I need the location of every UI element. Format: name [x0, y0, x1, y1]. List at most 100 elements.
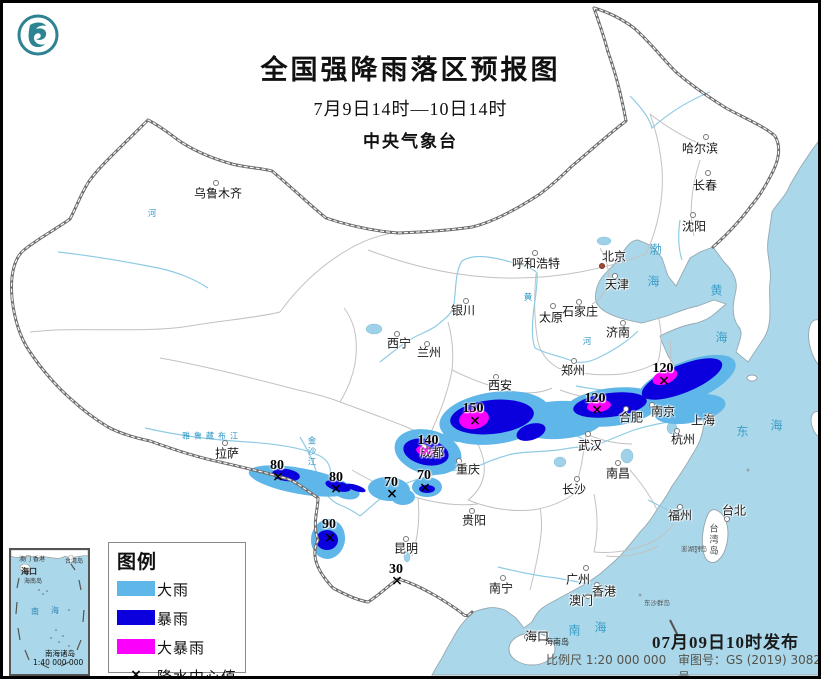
inset-label: 海南岛	[24, 578, 43, 585]
inset-map	[11, 550, 88, 669]
south-china-sea-inset: 澳门 香港 台湾岛 海口 海南岛 南 海 南海诸岛 1:40 000 000	[9, 548, 90, 676]
city-marker-dot	[705, 170, 711, 176]
legend-swatch	[117, 639, 155, 654]
legend-swatch	[117, 581, 155, 596]
city-marker-dot	[421, 444, 427, 450]
agency-name: 中央气象台	[363, 132, 458, 152]
legend-label: 大暴雨	[157, 639, 206, 657]
rain-area-heavy-rainstorm	[416, 368, 678, 457]
rain-center-x-icon: ×	[324, 530, 336, 546]
city-name: 石家庄	[561, 304, 599, 319]
legend-swatch	[117, 610, 155, 625]
legend-item: × 降水中心值	[109, 663, 245, 679]
city-marker-dot	[463, 298, 469, 304]
city-name: 呼和浩特	[511, 256, 561, 271]
rain-center-x-icon: ×	[272, 469, 284, 485]
inset-label: 海口	[21, 567, 37, 576]
city-name: 海口	[524, 629, 550, 644]
city-name: 昆明	[393, 541, 419, 556]
city-name: 济南	[605, 325, 631, 340]
city-name: 乌鲁木齐	[193, 186, 243, 201]
dragon-swirl	[28, 22, 47, 47]
cma-logo-icon	[17, 14, 59, 56]
city-marker-dot	[456, 458, 462, 464]
city-name: 南京	[650, 404, 676, 419]
lakes	[365, 236, 678, 563]
legend-swatch: ×	[130, 667, 142, 679]
rain-center-value: 70	[417, 468, 431, 483]
city-marker-dot	[612, 273, 618, 279]
islands	[508, 319, 821, 666]
province-boundaries	[29, 113, 711, 591]
map-scale: 比例尺 1:20 000 000	[546, 653, 667, 667]
rain-center-x-icon: ×	[420, 443, 432, 459]
city-name: 澳门	[568, 593, 594, 608]
city-marker-dot	[213, 180, 219, 186]
city-name: 西宁	[386, 336, 412, 351]
city-name: 西安	[487, 378, 513, 393]
rain-center-value: 80	[270, 458, 284, 473]
city-marker-dot	[690, 212, 696, 218]
city-marker-dot	[674, 428, 680, 434]
city-marker-dot	[585, 593, 591, 599]
legend-items: 大雨 暴雨 大暴雨 × 降水中心值	[109, 576, 245, 679]
city-marker-dot	[424, 341, 430, 347]
city-name: 哈尔滨	[681, 141, 719, 156]
city-marker-dot	[222, 440, 228, 446]
city-marker-dot	[500, 575, 506, 581]
city-name: 郑州	[560, 363, 586, 378]
city-marker-dot	[649, 402, 655, 408]
inset-islands	[38, 589, 70, 647]
rain-center-x-icon: ×	[391, 573, 403, 589]
city-marker-dot	[574, 476, 580, 482]
taiwan-island	[701, 509, 729, 563]
header: 全国强降雨落区预报图 7月9日14时—10日14时 中央气象台	[0, 48, 821, 152]
inset-label: 1:40 000 000	[33, 658, 84, 667]
inset-label: 南	[31, 607, 42, 616]
legend-item: 暴雨	[109, 605, 245, 634]
city-name: 贵阳	[461, 513, 487, 528]
rain-center-value: 70	[384, 475, 398, 490]
rain-center-value: 150	[462, 401, 484, 416]
city-marker-dot	[623, 406, 629, 412]
inset-boundary-dashes	[15, 563, 85, 669]
rain-center-x-icon: ×	[419, 480, 431, 496]
city-marker-dot	[703, 134, 709, 140]
rain-center-x-icon: ×	[386, 486, 398, 502]
legend-box: 图例 大雨 暴雨 大暴雨 × 降	[108, 542, 246, 679]
city-name: 合肥	[618, 410, 644, 425]
city-name: 长春	[692, 178, 718, 193]
legend-label: 大雨	[157, 581, 190, 599]
rain-center-value: 120	[584, 391, 606, 406]
national-border	[10, 6, 781, 618]
city-name: 成都	[419, 445, 445, 460]
city-name: 天津	[604, 277, 630, 292]
city-name: 南昌	[605, 466, 631, 481]
city-marker-dot	[615, 460, 621, 466]
publish-time: 07月09日10时发布	[652, 633, 799, 652]
city-name: 重庆	[455, 462, 481, 477]
page-title: 全国强降雨落区预报图	[260, 55, 561, 86]
city-marker-dot	[576, 299, 582, 305]
city-name: 北京	[601, 249, 627, 264]
valid-period: 7月9日14时—10日14时	[313, 99, 508, 119]
city-marker-dot	[571, 358, 577, 364]
legend-label: 暴雨	[157, 610, 190, 628]
city-name: 武汉	[577, 438, 603, 453]
city-marker-dot	[599, 263, 605, 269]
city-marker-dot	[585, 431, 591, 437]
city-name: 长沙	[561, 482, 587, 497]
city-marker-dot	[724, 516, 730, 522]
city-marker-dot	[493, 374, 499, 380]
city-name: 拉萨	[214, 446, 240, 461]
legend-item: 大暴雨	[109, 634, 245, 663]
city-marker-dot	[524, 634, 530, 640]
city-name: 兰州	[416, 345, 442, 360]
city-name: 沈阳	[681, 219, 707, 234]
city-name: 福州	[667, 508, 693, 523]
city-marker-dot	[550, 303, 556, 309]
city-marker-dot	[394, 331, 400, 337]
inset-label: 南海诸岛	[45, 649, 75, 658]
legend-title: 图例	[117, 551, 158, 573]
